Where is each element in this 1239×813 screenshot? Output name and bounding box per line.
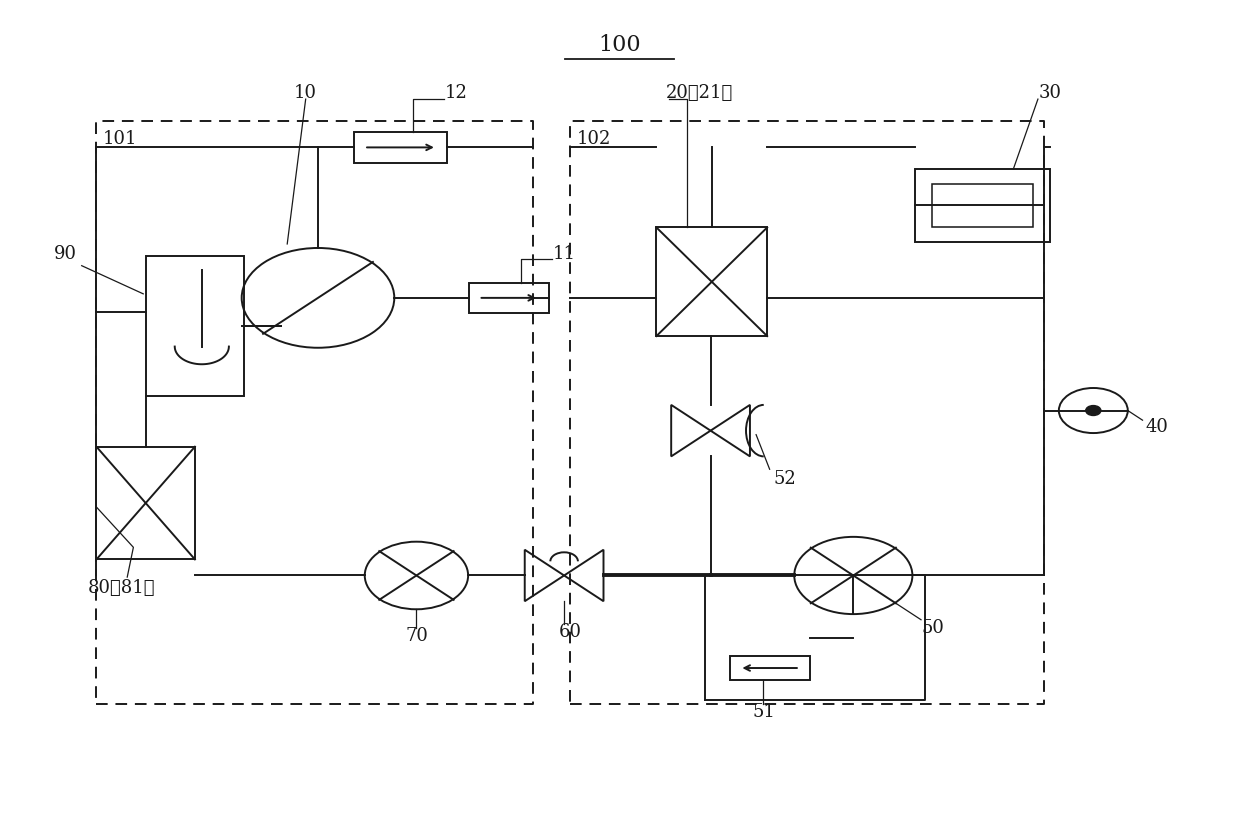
Bar <box>468 283 549 313</box>
Bar <box>914 169 1051 241</box>
Text: 40: 40 <box>1146 418 1168 436</box>
Text: 51: 51 <box>752 703 774 721</box>
Text: 90: 90 <box>55 245 77 263</box>
Text: 102: 102 <box>576 129 611 147</box>
Bar <box>354 132 446 163</box>
Text: 60: 60 <box>559 623 582 641</box>
Bar <box>146 255 244 397</box>
Text: 12: 12 <box>445 84 467 102</box>
Text: 100: 100 <box>598 34 641 56</box>
Circle shape <box>1085 406 1101 415</box>
Text: 20（21）: 20（21） <box>665 84 733 102</box>
Text: 70: 70 <box>405 627 427 645</box>
Text: 52: 52 <box>773 470 795 488</box>
Text: 11: 11 <box>553 245 576 263</box>
Text: 10: 10 <box>294 84 317 102</box>
Text: 50: 50 <box>922 619 945 637</box>
Bar <box>932 184 1033 227</box>
Bar <box>730 656 809 680</box>
Text: 101: 101 <box>103 129 138 147</box>
Bar <box>97 446 195 559</box>
Bar <box>657 228 767 336</box>
Text: 30: 30 <box>1038 84 1062 102</box>
Text: 80（81）: 80（81） <box>87 579 155 597</box>
